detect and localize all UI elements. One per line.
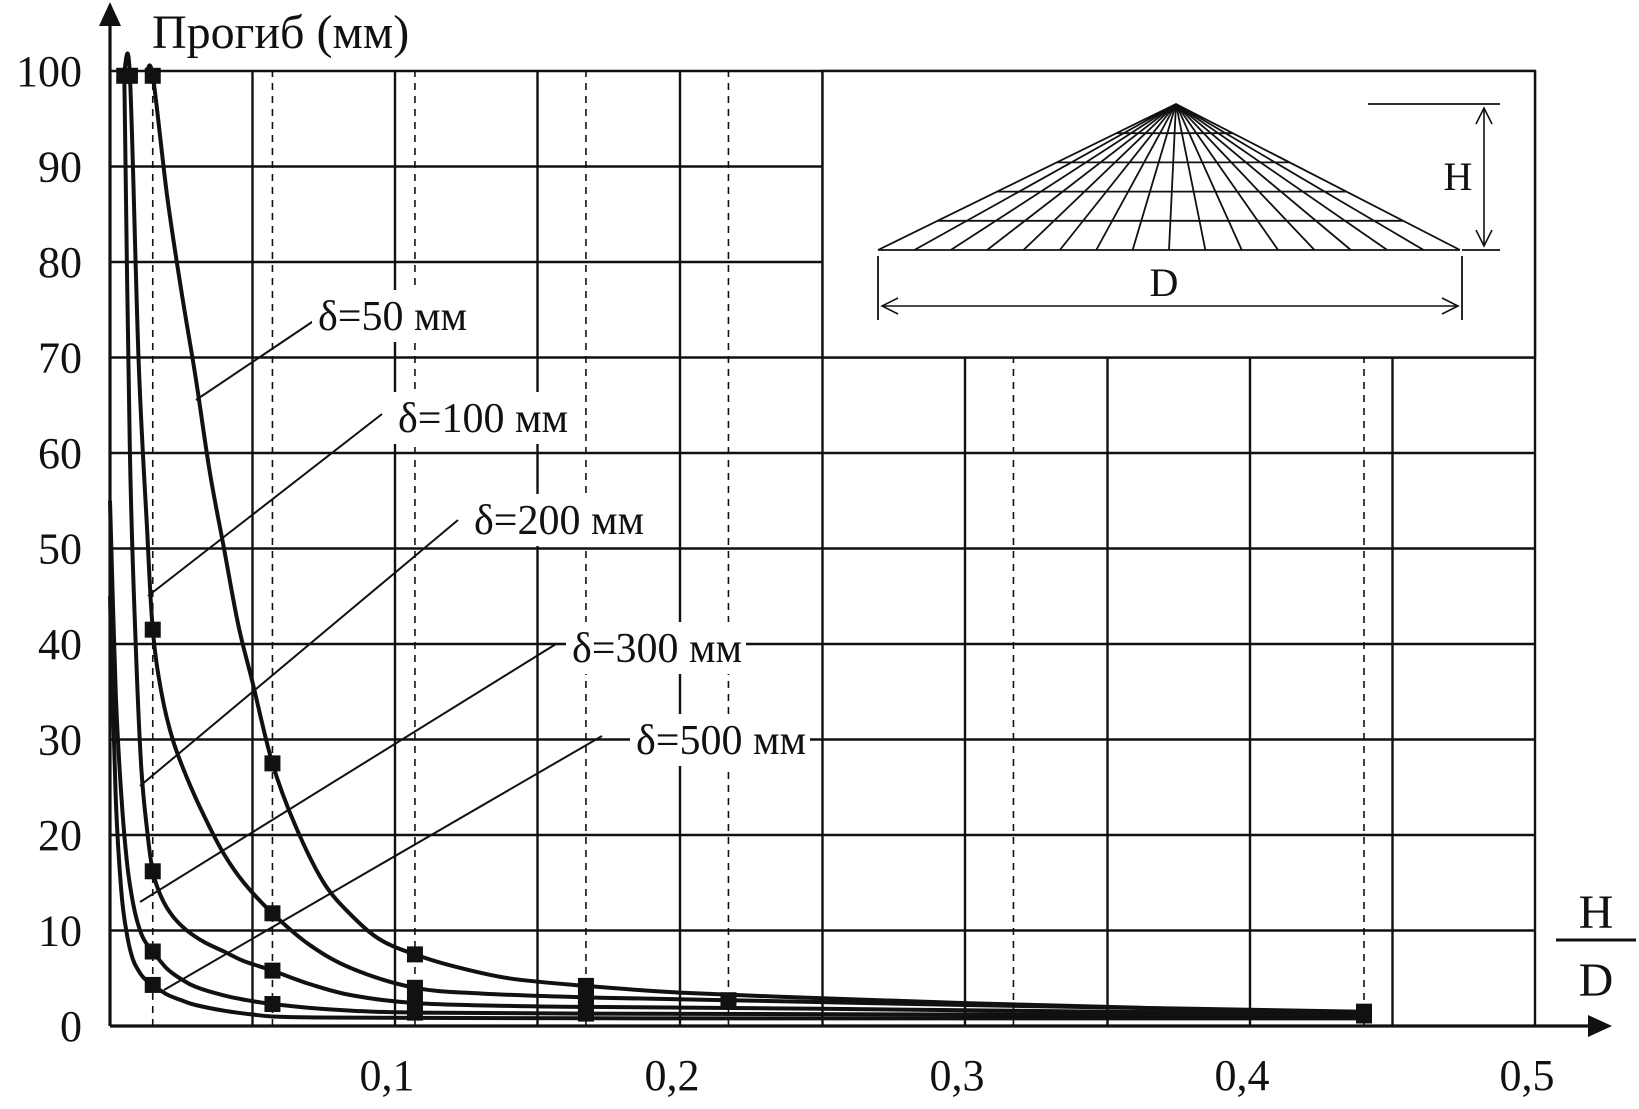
height-arrow-bottom: [1475, 229, 1493, 248]
cone-meridian: [1095, 103, 1177, 251]
legend-leader-line: [139, 519, 459, 787]
series-line: [122, 51, 1365, 1014]
y-tick-label: 90: [38, 143, 82, 192]
cone-meridian: [1175, 103, 1352, 251]
series-marker: [264, 962, 281, 979]
cone-meridian: [1059, 103, 1177, 251]
legend-label: δ=500 мм: [636, 718, 806, 764]
series-line: [122, 75, 1365, 1016]
x-tick-label: 0,2: [645, 1051, 700, 1100]
cone-meridian: [1131, 103, 1177, 251]
y-tick-label: 50: [38, 525, 82, 574]
series-marker: [1356, 1007, 1372, 1024]
series-marker: [144, 976, 161, 993]
cone-meridian: [1168, 103, 1177, 251]
legend-leader-line: [195, 317, 319, 401]
inset-diagram: HD: [821, 69, 1537, 359]
y-axis-arrow: [99, 2, 121, 26]
legend-label-background: [630, 714, 810, 766]
series-marker: [406, 946, 423, 963]
series-marker: [144, 67, 161, 84]
y-tick-label: 30: [38, 716, 82, 765]
legend-leader-line: [139, 643, 557, 903]
y-tick-label: 20: [38, 811, 82, 860]
series-marker: [144, 863, 161, 880]
diameter-arrow-right: [1441, 297, 1460, 315]
cone-meridian: [1175, 103, 1316, 251]
cone-meridian: [1175, 103, 1461, 251]
x-axis-title-numerator: H: [1579, 886, 1614, 939]
height-label: H: [1444, 154, 1473, 199]
y-tick-label: 10: [38, 907, 82, 956]
y-tick-label: 70: [38, 334, 82, 383]
legend-label-background: [468, 494, 648, 546]
legend-label-background: [312, 290, 472, 342]
cone-meridian: [1175, 103, 1279, 251]
legend-leader-line: [147, 413, 383, 597]
y-axis-title: Прогиб (мм): [152, 6, 409, 59]
cone-meridian: [1175, 103, 1388, 251]
series-marker: [144, 943, 161, 960]
series-marker: [116, 67, 133, 84]
series-marker: [406, 979, 423, 996]
x-tick-label: 0,1: [360, 1051, 415, 1100]
series-line: [145, 63, 1365, 1016]
y-tick-label: 0: [60, 1002, 82, 1051]
series-marker: [264, 905, 281, 922]
series-line: [108, 500, 1365, 1018]
y-tick-label: 100: [16, 47, 82, 96]
series-line: [108, 596, 1364, 1021]
legend-label: δ=50 мм: [318, 294, 467, 340]
series-marker: [264, 996, 281, 1013]
legend-label-background: [566, 622, 746, 674]
y-tick-label: 80: [38, 238, 82, 287]
y-tick-label: 40: [38, 620, 82, 669]
series-layer: [108, 51, 1372, 1024]
series-marker: [720, 992, 737, 1009]
x-axis-title-denominator: D: [1579, 954, 1614, 1007]
diameter-arrow-left: [880, 297, 899, 315]
cone-meridian: [877, 103, 1177, 251]
cone-meridian: [950, 103, 1177, 251]
cone-meridian: [986, 103, 1177, 251]
legend-label: δ=200 мм: [474, 498, 644, 544]
legend-label: δ=300 мм: [572, 626, 742, 672]
cone-meridian: [1022, 103, 1177, 251]
series-marker: [264, 755, 281, 772]
y-tick-label: 60: [38, 429, 82, 478]
x-axis-arrow: [1588, 1015, 1612, 1037]
legend-leader-line: [163, 735, 603, 991]
x-tick-label: 0,5: [1500, 1051, 1555, 1100]
label-layer: 0 10 20 30 40 50 60 70 80 90 100 0,1 0,2 0,3 0,4 0,5 δ=5…: [16, 47, 1555, 1100]
cone-meridian: [1175, 103, 1243, 251]
cone-meridian: [1175, 103, 1425, 251]
legend-label: δ=100 мм: [398, 396, 568, 442]
diameter-label: D: [1150, 260, 1179, 305]
legend-label-background: [392, 392, 572, 444]
x-tick-label: 0,3: [930, 1051, 985, 1100]
cone-meridian: [913, 103, 1177, 251]
height-arrow-top: [1475, 106, 1493, 125]
cone-meridian: [1175, 103, 1207, 251]
series-marker: [144, 621, 161, 638]
x-tick-label: 0,4: [1215, 1051, 1270, 1100]
